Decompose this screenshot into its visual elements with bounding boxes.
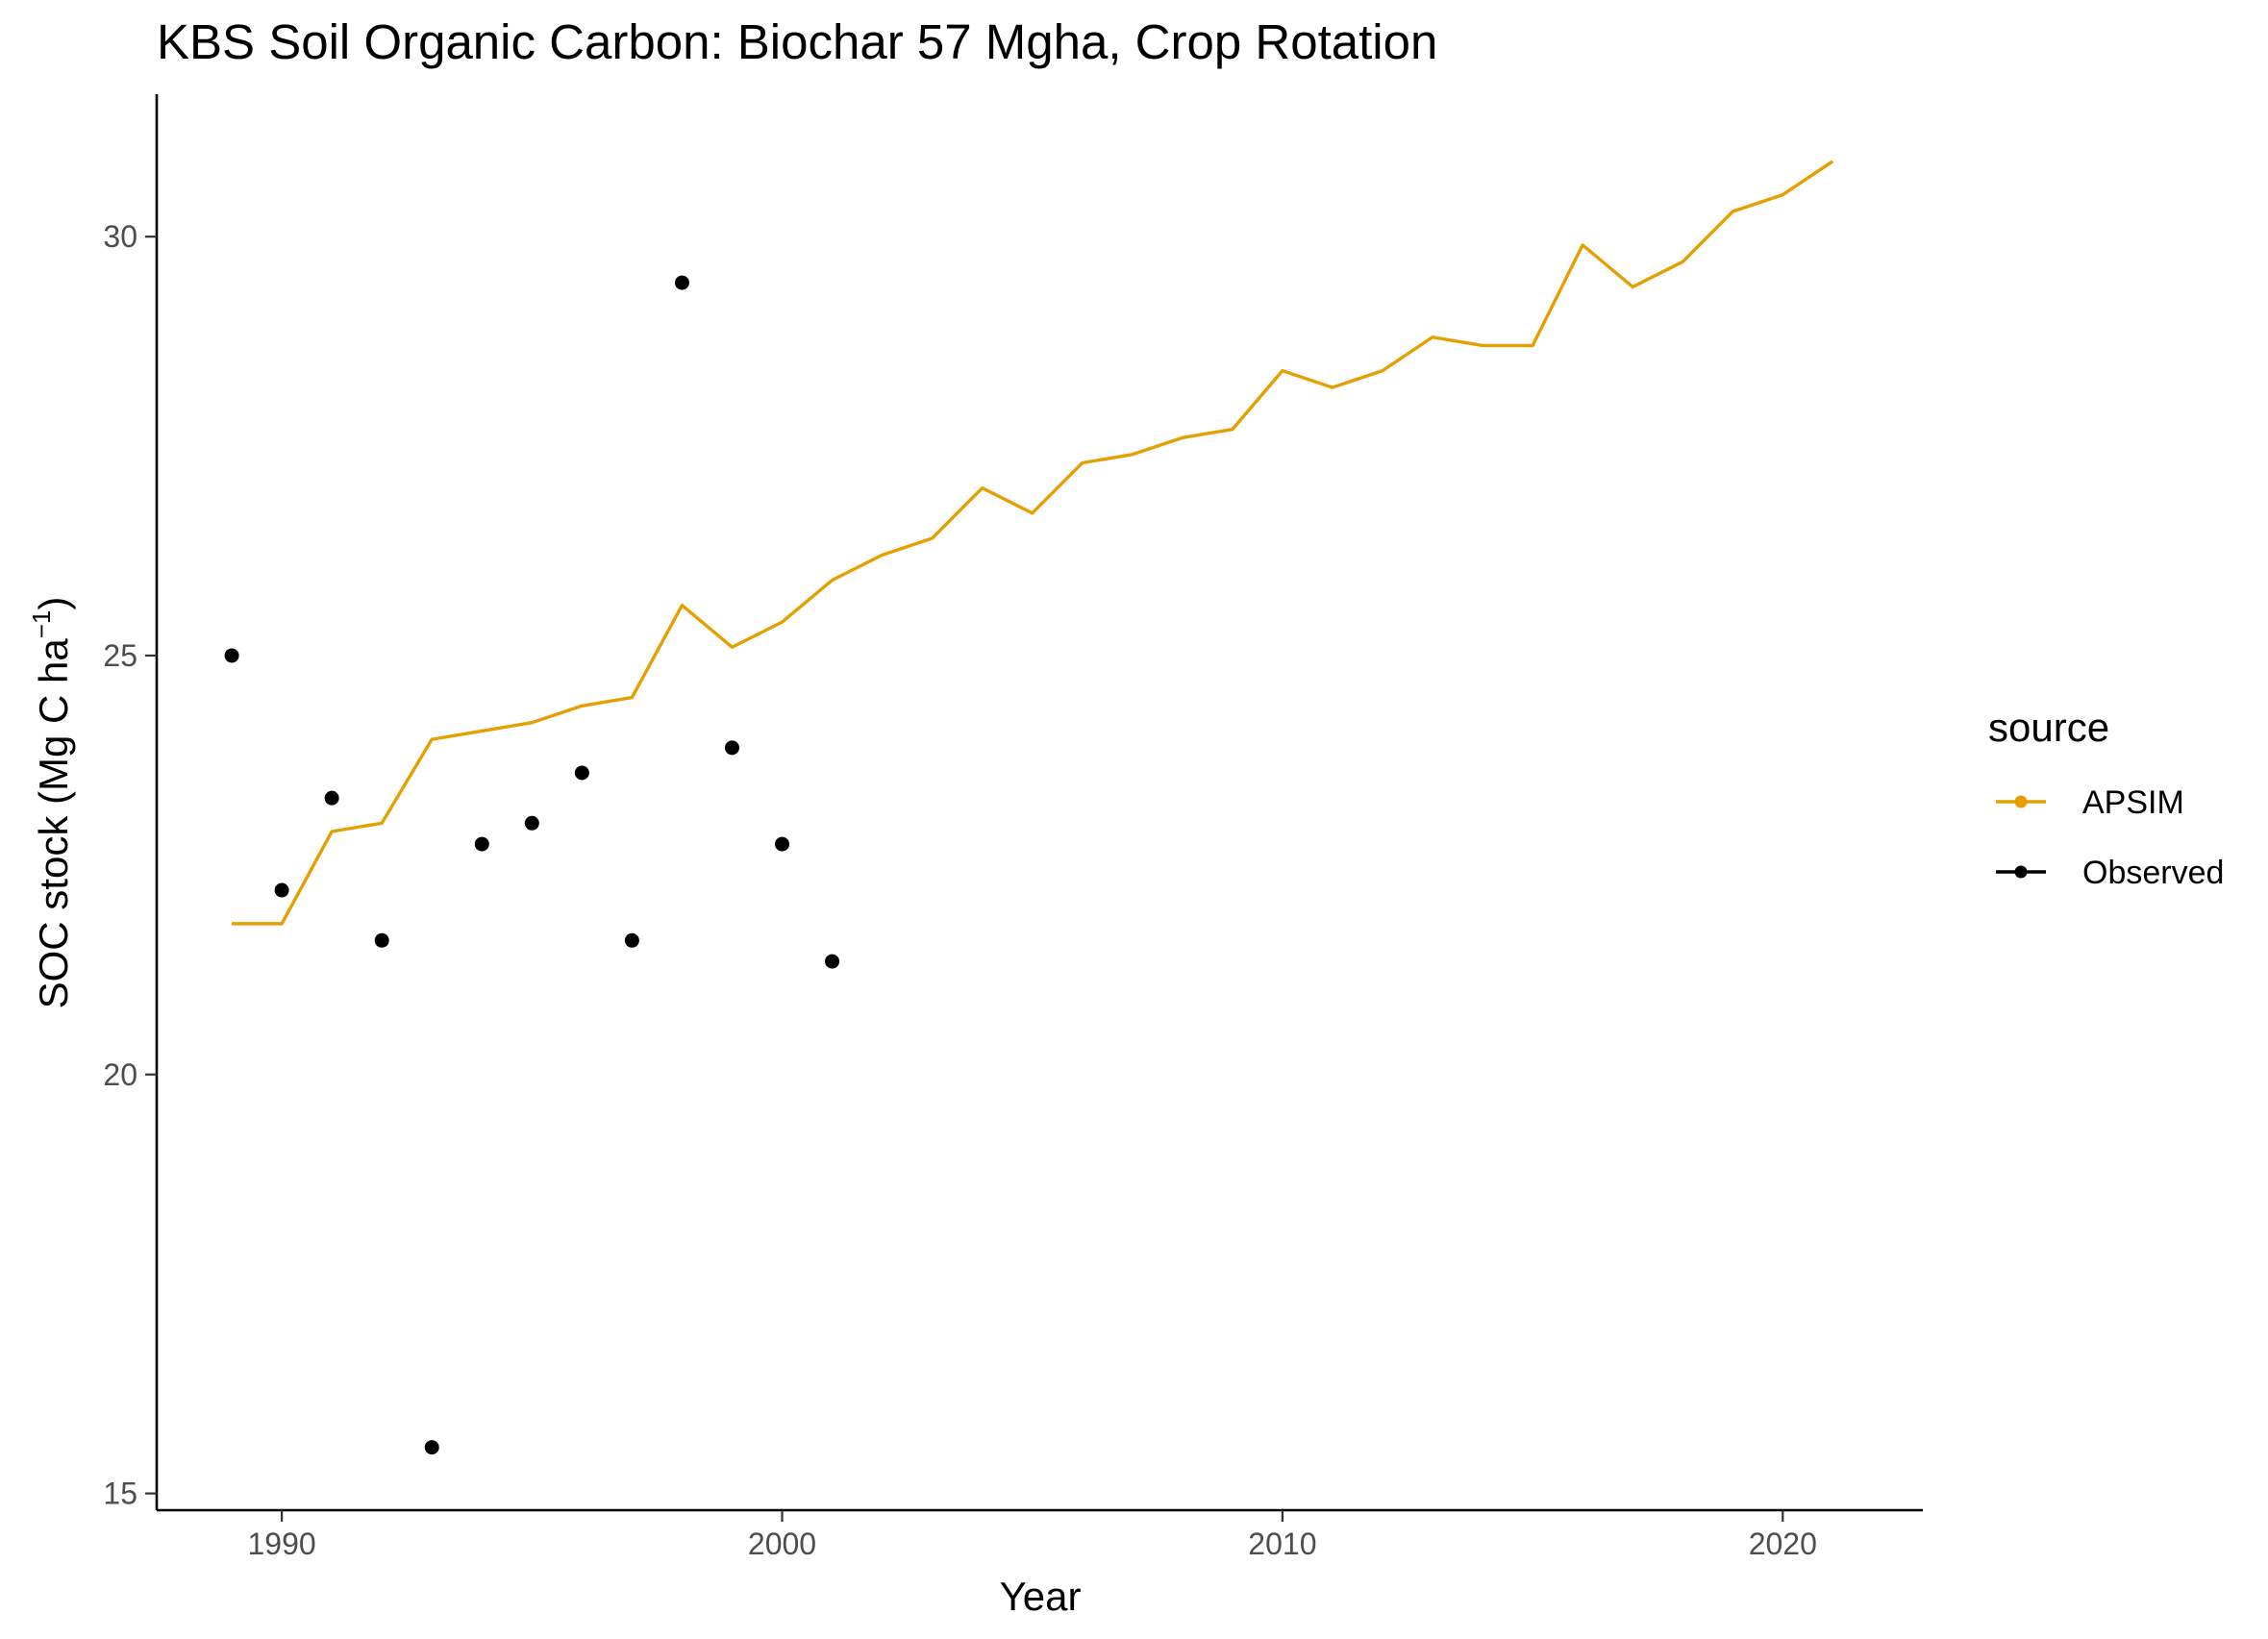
chart-title: KBS Soil Organic Carbon: Biochar 57 Mgha… — [157, 14, 1437, 69]
x-tick-label-2010: 2010 — [1248, 1527, 1316, 1561]
y-axis-title: SOC stock (Mg C ha−1) — [27, 597, 76, 1009]
data-point-observed-1995 — [524, 815, 539, 831]
data-point-observed-1998 — [674, 275, 689, 290]
data-point-observed-1996 — [574, 765, 589, 781]
y-axis-title-main: SOC stock (Mg C ha — [31, 638, 76, 1009]
legend-entry-observed: Observed — [1996, 855, 2224, 891]
data-point-observed-1993 — [424, 1440, 439, 1455]
x-tick-label-2000: 2000 — [748, 1527, 816, 1561]
data-point-observed-1999 — [724, 740, 739, 756]
plot-area — [224, 160, 1834, 1455]
x-axis-ticks: 1990 2000 2010 2020 — [248, 1510, 1817, 1561]
y-tick-label-15: 15 — [103, 1477, 137, 1511]
x-tick-label-1990: 1990 — [248, 1527, 316, 1561]
x-axis-title: Year — [1000, 1574, 1082, 1619]
legend-title: source — [1988, 705, 2109, 750]
data-point-observed-1994 — [474, 836, 489, 852]
y-tick-label-30: 30 — [103, 219, 137, 254]
data-point-observed-2001 — [825, 954, 840, 969]
y-axis-ticks: 15 20 25 30 — [103, 219, 157, 1511]
y-axis-title-group: SOC stock (Mg C ha−1) — [27, 597, 76, 1009]
x-tick-label-2020: 2020 — [1749, 1527, 1817, 1561]
y-axis-title-superscript: −1 — [27, 610, 56, 639]
y-tick-label-20: 20 — [103, 1057, 137, 1092]
legend-key-point-observed — [2014, 865, 2028, 879]
data-point-observed-1990 — [274, 882, 289, 898]
data-point-observed-1992 — [374, 932, 389, 948]
legend-label-apsim: APSIM — [2082, 784, 2184, 821]
data-point-observed-1997 — [624, 932, 639, 948]
legend: source APSIM Observed — [1988, 705, 2224, 891]
y-tick-label-25: 25 — [103, 638, 137, 673]
y-axis-title-close: ) — [31, 597, 76, 610]
series-line-apsim — [232, 160, 1834, 926]
data-point-observed-2000 — [775, 836, 789, 852]
legend-label-observed: Observed — [2082, 855, 2224, 891]
legend-entry-apsim: APSIM — [1996, 784, 2184, 821]
data-point-observed-1991 — [324, 790, 339, 806]
legend-key-point-apsim — [2014, 795, 2028, 808]
data-point-observed-1989 — [224, 648, 239, 663]
